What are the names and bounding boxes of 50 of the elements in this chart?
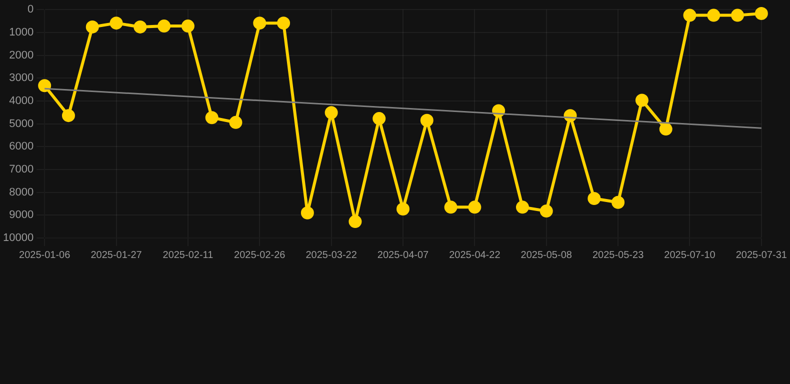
point xyxy=(516,200,529,214)
point xyxy=(659,122,672,136)
y-tick-label: 7000 xyxy=(9,164,34,176)
point xyxy=(62,109,75,122)
y-tick-label: 10000 xyxy=(2,232,34,244)
point xyxy=(635,94,648,107)
y-tick-label: 1000 xyxy=(9,26,34,38)
point xyxy=(540,204,553,218)
point xyxy=(754,6,768,20)
point xyxy=(444,200,458,214)
point xyxy=(300,206,314,220)
y-tick-label: 6000 xyxy=(9,140,34,153)
point xyxy=(229,116,242,129)
x-tick-label: 2025-07-31 xyxy=(736,250,788,261)
x-tick-label: 2025-01-06 xyxy=(19,250,71,261)
point xyxy=(731,8,744,22)
point xyxy=(205,111,218,124)
point xyxy=(324,106,338,120)
point xyxy=(468,200,482,214)
x-tick-label: 2025-04-07 xyxy=(377,250,430,261)
x-tick-label: 2025-02-11 xyxy=(162,250,214,261)
y-tick-label: 8000 xyxy=(9,186,34,198)
x-tick-label: 2025-07-10 xyxy=(664,250,716,261)
point xyxy=(181,20,194,33)
x-tick-label: 2025-04-22 xyxy=(449,250,501,261)
point xyxy=(707,8,720,22)
point xyxy=(420,114,434,127)
x-tick-label: 2025-02-26 xyxy=(234,250,286,261)
y-tick-label: 9000 xyxy=(9,209,34,222)
y-tick-label: 4000 xyxy=(9,94,34,107)
point xyxy=(86,20,99,34)
y-tick-label: 5000 xyxy=(9,118,34,130)
point xyxy=(277,16,290,30)
point xyxy=(588,192,601,205)
point xyxy=(372,112,386,126)
point xyxy=(348,215,362,228)
x-tick-label: 2025-05-23 xyxy=(592,250,644,261)
x-tick-label: 2025-03-22 xyxy=(306,250,358,261)
point xyxy=(253,16,266,30)
point xyxy=(683,8,696,22)
x-tick-label: 2025-05-08 xyxy=(520,250,572,261)
point xyxy=(612,196,625,209)
point xyxy=(158,20,171,33)
x-tick-label: 2025-01-27 xyxy=(90,250,142,261)
point xyxy=(134,20,147,34)
y-tick-label: 0 xyxy=(27,4,34,16)
y-tick-label: 3000 xyxy=(9,72,34,84)
y-tick-label: 2000 xyxy=(9,49,34,62)
point xyxy=(110,16,123,30)
point xyxy=(396,202,410,216)
